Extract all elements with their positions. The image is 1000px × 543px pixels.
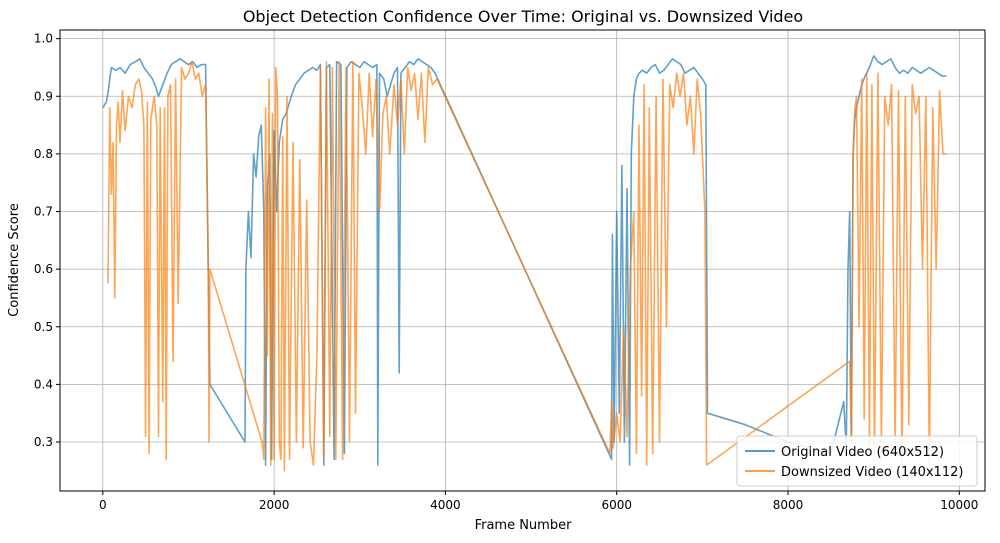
legend-label-original: Original Video (640x512): [781, 445, 944, 460]
y-tick-label: 0.9: [34, 89, 53, 103]
x-tick-label: 2000: [259, 498, 290, 512]
x-tick-label: 10000: [940, 498, 978, 512]
x-tick-label: 6000: [601, 498, 632, 512]
y-tick-label: 0.5: [34, 320, 53, 334]
x-tick-label: 4000: [430, 498, 461, 512]
y-tick-label: 0.8: [34, 147, 53, 161]
y-tick-label: 0.6: [34, 262, 53, 276]
series-line-original: [102, 55, 947, 466]
legend: Original Video (640x512) Downsized Video…: [736, 435, 978, 487]
y-tick-label: 0.3: [34, 435, 53, 449]
y-tick-label: 0.7: [34, 205, 53, 219]
chart-title: Object Detection Confidence Over Time: O…: [243, 7, 803, 26]
legend-box: [736, 435, 978, 487]
y-tick-label: 1.0: [34, 32, 53, 46]
y-axis: 0.3 0.4 0.5 0.6 0.7 0.8 0.9 1.0: [34, 32, 60, 449]
series-line-downsized: [107, 60, 947, 472]
grid-lines: [60, 30, 985, 491]
x-axis-label: Frame Number: [475, 518, 573, 533]
plot-area: [102, 55, 947, 472]
x-tick-label: 0: [99, 498, 107, 512]
y-axis-label: Confidence Score: [7, 203, 22, 317]
plot-frame: [59, 29, 986, 492]
legend-label-downsized: Downsized Video (140x112): [781, 465, 963, 480]
x-tick-label: 8000: [773, 498, 804, 512]
y-tick-label: 0.4: [34, 377, 53, 391]
x-axis: 0 2000 4000 6000 8000 10000: [99, 491, 978, 512]
